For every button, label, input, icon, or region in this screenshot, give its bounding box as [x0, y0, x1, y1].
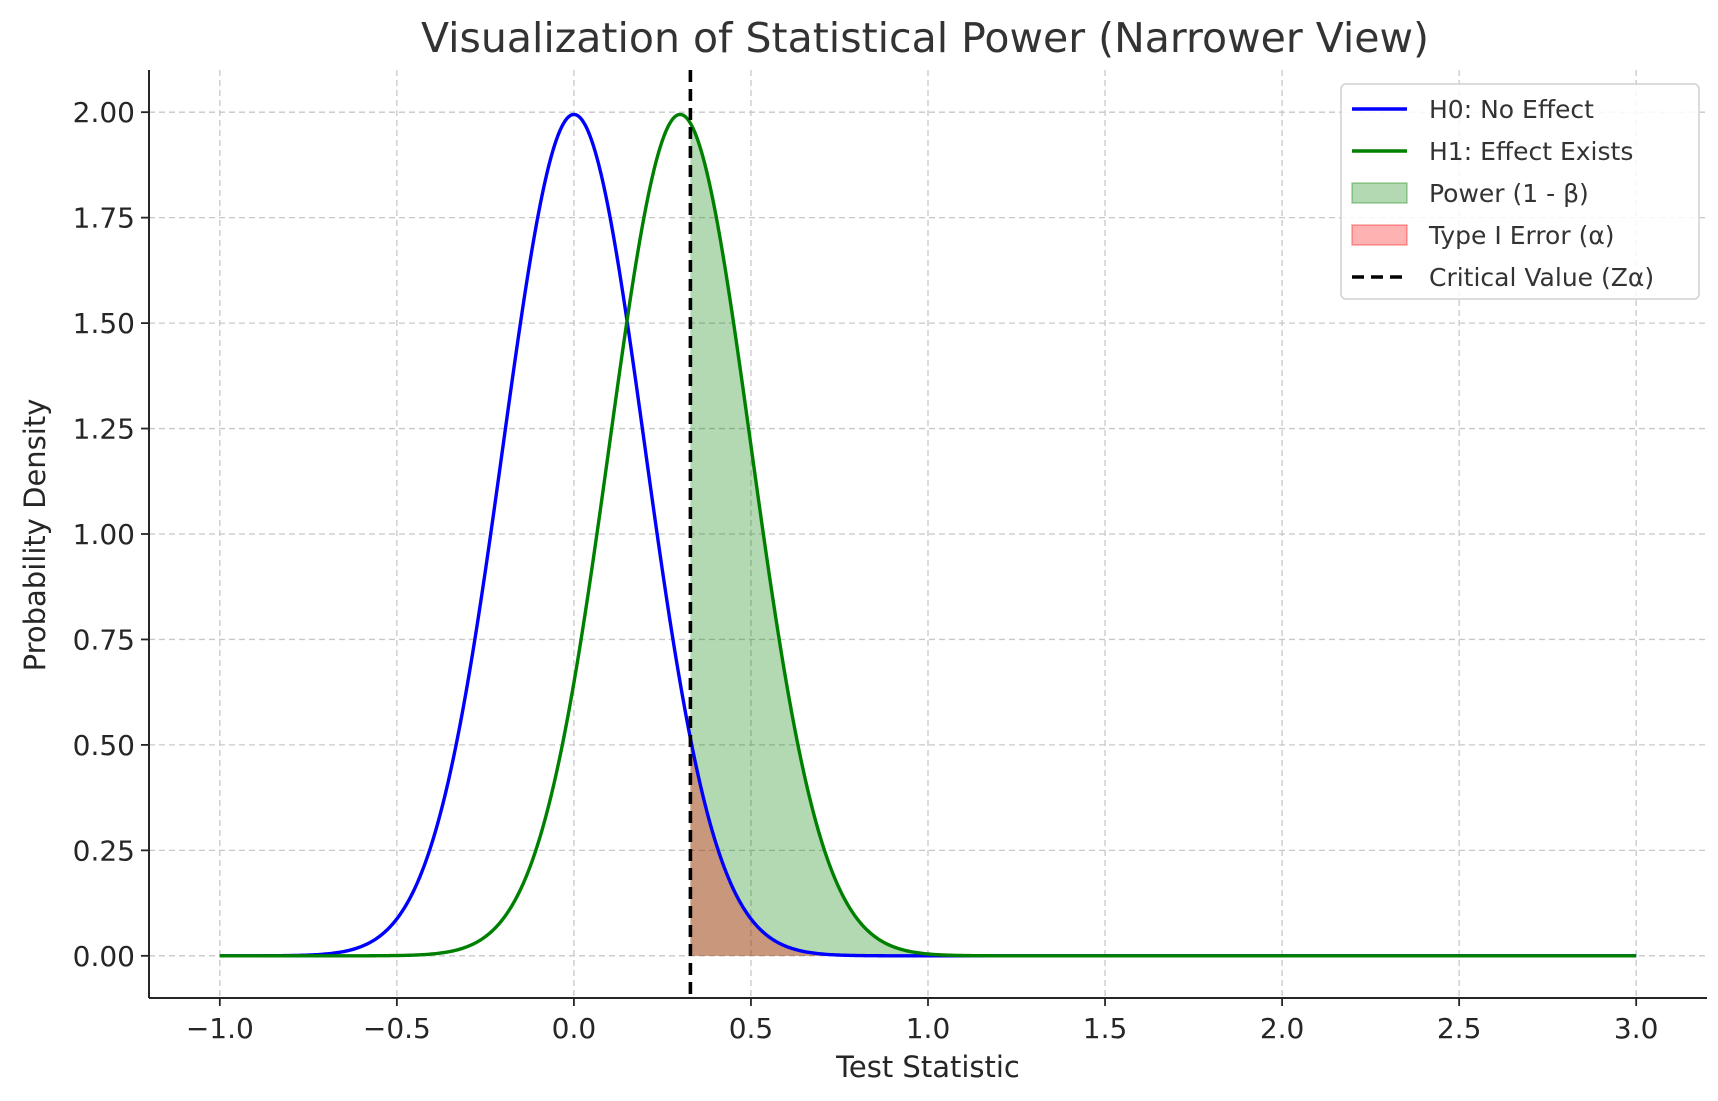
x-tick-label: 3.0 — [1614, 1012, 1659, 1045]
x-tick-label: 0.5 — [729, 1012, 774, 1045]
y-tick-label: 1.25 — [73, 413, 135, 446]
x-axis-ticks: −1.0 −0.5 0.0 0.5 1.0 1.5 2.0 2.5 3.0 — [186, 998, 1659, 1045]
y-tick-label: 0.50 — [73, 729, 135, 762]
legend-label: Type I Error (α) — [1428, 221, 1615, 250]
y-tick-label: 0.00 — [73, 940, 135, 973]
x-axis-label: Test Statistic — [835, 1050, 1020, 1084]
shaded-areas — [690, 123, 1637, 956]
x-tick-label: 2.5 — [1437, 1012, 1482, 1045]
y-tick-label: 1.00 — [73, 518, 135, 551]
h1-series-line — [219, 112, 1637, 958]
shaded-area-power — [690, 123, 1637, 956]
y-tick-label: 2.00 — [73, 96, 135, 129]
x-tick-label: 2.0 — [1260, 1012, 1305, 1045]
legend-swatch — [1351, 224, 1408, 246]
x-tick-label: 1.0 — [906, 1012, 951, 1045]
y-tick-label: 1.50 — [73, 307, 135, 340]
chart-title: Visualization of Statistical Power (Narr… — [421, 14, 1429, 62]
y-tick-label: 0.25 — [73, 834, 135, 867]
legend: H0: No Effect H1: Effect Exists Power (1 -… — [1340, 83, 1700, 300]
x-tick-label: −0.5 — [363, 1012, 431, 1045]
x-tick-label: −1.0 — [186, 1012, 254, 1045]
legend-label: Power (1 - β) — [1429, 179, 1589, 208]
legend-label: Critical Value (Zα) — [1429, 263, 1654, 292]
y-tick-label: 1.75 — [73, 202, 135, 235]
y-axis-label: Probability Density — [18, 399, 52, 672]
legend-box — [1340, 83, 1700, 300]
y-tick-label: 0.75 — [73, 623, 135, 656]
x-tick-label: 0.0 — [552, 1012, 597, 1045]
legend-label: H1: Effect Exists — [1429, 137, 1633, 166]
legend-label: H0: No Effect — [1429, 95, 1594, 124]
series-lines — [219, 112, 1637, 958]
legend-swatch — [1351, 182, 1408, 204]
x-tick-label: 1.5 — [1083, 1012, 1128, 1045]
y-axis-ticks: 0.00 0.25 0.50 0.75 1.00 1.25 1.50 1.75 2.00 — [73, 96, 149, 973]
